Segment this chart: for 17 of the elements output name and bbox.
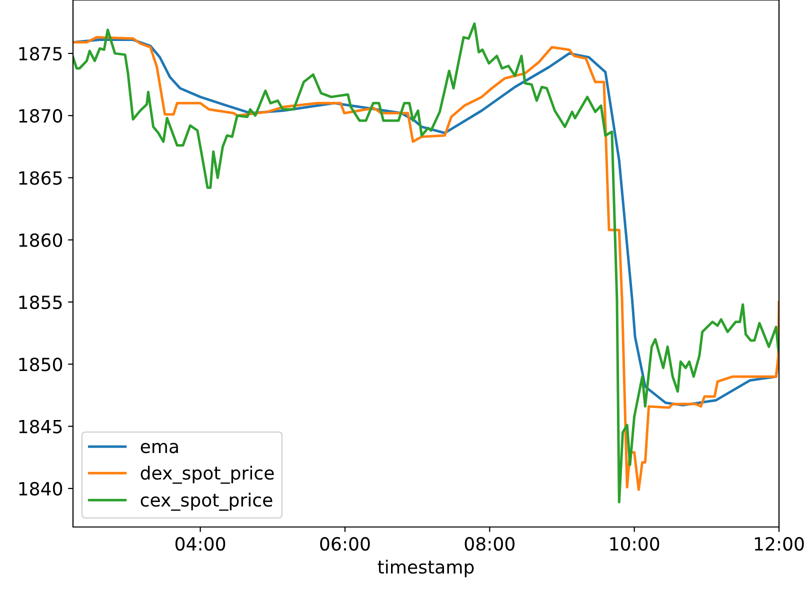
x-tick-label: 10:00 [610, 537, 660, 551]
y-tick-label: 1870 [19, 109, 62, 123]
y-tick-label: 1875 [19, 46, 62, 61]
y-tick-label: 1865 [19, 171, 62, 185]
legend-label: cex_spot_price [140, 492, 272, 511]
x-tick-label: 06:00 [320, 537, 370, 551]
x-axis-title: timestamp [378, 560, 474, 578]
y-tick-label: 1860 [19, 233, 62, 247]
y-tick-label: 1845 [19, 420, 62, 434]
legend-label: dex_spot_price [140, 466, 274, 484]
x-tick-label: 08:00 [464, 537, 514, 551]
y-tick-label: 1850 [19, 358, 62, 372]
legend-label: ema [140, 442, 178, 454]
x-tick-label: 12:00 [754, 537, 804, 551]
y-tick-label: 1840 [19, 482, 62, 496]
x-tick-label: 04:00 [175, 537, 226, 551]
y-tick-label: 1855 [19, 295, 62, 310]
